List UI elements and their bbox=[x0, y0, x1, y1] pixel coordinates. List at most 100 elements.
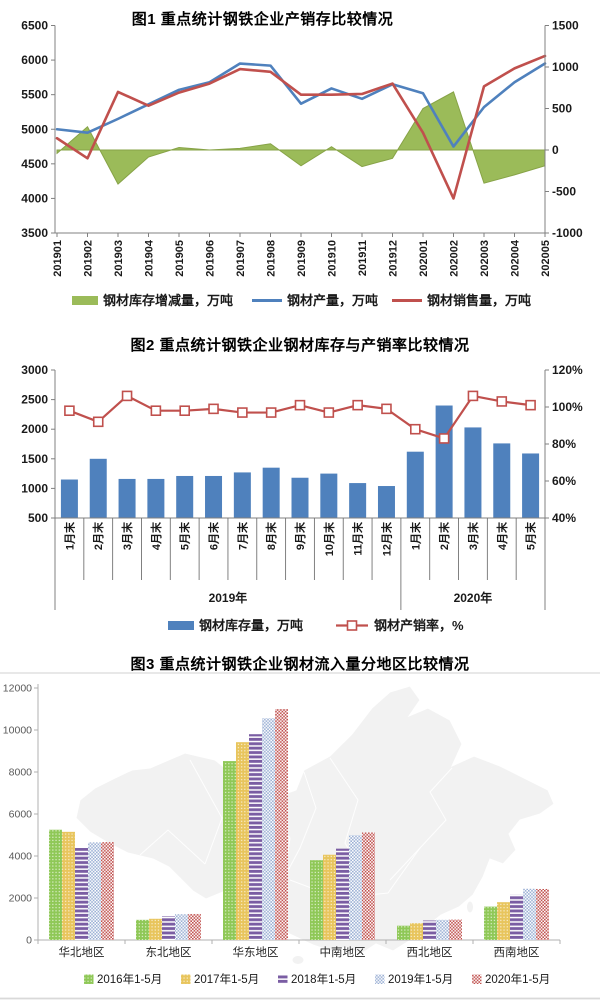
fig2-marker-sales-ratio bbox=[64, 405, 75, 416]
svg-text:5月末: 5月末 bbox=[178, 521, 192, 550]
fig3-bar-2017年1-5月 bbox=[410, 923, 423, 940]
fig3-bar-2020年1-5月 bbox=[275, 709, 288, 940]
svg-text:-500: -500 bbox=[552, 185, 576, 199]
fig2-bar-inventory bbox=[147, 478, 165, 518]
fig3-axes: 0 2000 4000 6000 8000 10000 12000 华北地区 东北地区 华东地区 中… bbox=[3, 683, 561, 959]
fig3-bar-2018年1-5月 bbox=[336, 848, 349, 940]
fig1-area-inventory-change bbox=[56, 91, 546, 185]
fig2-bar-inventory bbox=[233, 472, 251, 518]
svg-text:4000: 4000 bbox=[9, 851, 33, 863]
figure2-section: 图2 重点统计钢铁企业钢材库存与产销率比较情况 500 1000 1500 2000 2… bbox=[0, 322, 600, 650]
svg-text:2020年: 2020年 bbox=[454, 590, 493, 605]
svg-text:4000: 4000 bbox=[21, 191, 48, 205]
svg-text:500: 500 bbox=[28, 511, 48, 525]
fig3-bar-2016年1-5月 bbox=[484, 906, 497, 940]
fig2-series bbox=[60, 390, 540, 518]
svg-text:2018年1-5月: 2018年1-5月 bbox=[291, 972, 356, 986]
fig2-marker-sales-ratio bbox=[150, 405, 162, 416]
svg-text:华东地区: 华东地区 bbox=[233, 945, 279, 959]
svg-text:2500: 2500 bbox=[21, 393, 48, 407]
fig3-series bbox=[49, 709, 549, 940]
figure1-title: 图1 重点统计钢铁企业产销存比较情况 bbox=[131, 11, 394, 28]
fig2-marker-sales-ratio bbox=[179, 405, 191, 416]
svg-text:1月末: 1月末 bbox=[408, 521, 422, 550]
fig3-bar-2018年1-5月 bbox=[423, 920, 436, 940]
figure1-chart-canvas: 3500 4000 4500 5000 5500 6000 6500 -1000 -500 0 50… bbox=[21, 19, 583, 309]
svg-text:西南地区: 西南地区 bbox=[494, 945, 540, 959]
svg-text:120%: 120% bbox=[552, 363, 583, 377]
figure1-section: 图1 重点统计钢铁企业产销存比较情况 3500 4000 4500 5000 5500 6… bbox=[0, 0, 600, 322]
svg-text:2019年1-5月: 2019年1-5月 bbox=[388, 972, 453, 986]
fig2-bar-inventory bbox=[60, 479, 78, 518]
fig3-bar-2017年1-5月 bbox=[62, 831, 75, 940]
fig2-axes: 500 1000 1500 2000 2500 3000 40% 60% 80% 100% 120%… bbox=[21, 363, 583, 610]
fig3-bar-2019年1-5月 bbox=[88, 842, 101, 940]
fig3-legend-swatch-2019年1-5月 bbox=[375, 974, 385, 984]
fig2-marker-sales-ratio bbox=[438, 433, 450, 444]
fig2-marker-sales-ratio bbox=[496, 396, 508, 407]
svg-text:2019年: 2019年 bbox=[209, 590, 248, 605]
svg-text:202003: 202003 bbox=[479, 240, 491, 277]
svg-text:1月末: 1月末 bbox=[62, 521, 76, 550]
fig2-bar-inventory bbox=[176, 475, 194, 518]
svg-text:202002: 202002 bbox=[449, 240, 461, 277]
fig2-marker-sales-ratio bbox=[323, 407, 335, 418]
fig3-bar-2020年1-5月 bbox=[101, 842, 114, 940]
fig2-bar-inventory bbox=[406, 451, 424, 518]
svg-text:201908: 201908 bbox=[266, 240, 278, 277]
fig3-bar-2019年1-5月 bbox=[349, 835, 362, 940]
svg-text:12月末: 12月末 bbox=[379, 521, 393, 556]
fig2-legend-swatch-inventory bbox=[168, 621, 194, 630]
svg-text:201904: 201904 bbox=[144, 239, 156, 277]
fig3-bar-2018年1-5月 bbox=[510, 894, 523, 940]
fig1-legend: 钢材库存增减量，万吨 钢材产量，万吨 钢材销售量，万吨 bbox=[72, 293, 531, 308]
figure3-section: 图3 重点统计钢铁企业钢材流入量分地区比较情况 0 2000 4000 6000 800… bbox=[0, 650, 600, 1003]
svg-text:钢材销售量，万吨: 钢材销售量，万吨 bbox=[427, 293, 531, 308]
svg-text:西北地区: 西北地区 bbox=[407, 946, 453, 959]
svg-text:0: 0 bbox=[26, 935, 32, 947]
svg-text:1500: 1500 bbox=[21, 452, 48, 466]
svg-text:500: 500 bbox=[552, 102, 572, 116]
svg-text:201906: 201906 bbox=[205, 240, 217, 277]
fig3-bar-2020年1-5月 bbox=[188, 913, 201, 940]
fig2-marker-sales-ratio bbox=[467, 390, 479, 402]
svg-text:2017年1-5月: 2017年1-5月 bbox=[194, 972, 259, 986]
svg-text:2000: 2000 bbox=[9, 893, 33, 905]
fig3-legend: 2016年1-5月 2017年1-5月 2018年1-5月 2019年1-5月 2020… bbox=[84, 972, 550, 986]
svg-text:8000: 8000 bbox=[9, 767, 33, 779]
fig3-bar-2017年1-5月 bbox=[497, 902, 510, 940]
fig3-bar-2016年1-5月 bbox=[49, 829, 62, 940]
svg-text:201909: 201909 bbox=[296, 240, 308, 277]
svg-text:11月末: 11月末 bbox=[351, 521, 365, 556]
fig2-marker-sales-ratio bbox=[381, 403, 392, 415]
svg-text:1000: 1000 bbox=[552, 60, 579, 74]
svg-text:6000: 6000 bbox=[9, 809, 33, 821]
svg-text:-1000: -1000 bbox=[552, 226, 583, 240]
svg-text:2月末: 2月末 bbox=[91, 521, 105, 550]
svg-text:2000: 2000 bbox=[21, 422, 48, 436]
fig3-bar-2018年1-5月 bbox=[75, 848, 88, 940]
svg-text:80%: 80% bbox=[552, 437, 576, 451]
svg-text:10000: 10000 bbox=[3, 725, 32, 737]
svg-text:100%: 100% bbox=[552, 400, 583, 414]
fig2-bar-inventory bbox=[377, 486, 395, 518]
svg-text:12000: 12000 bbox=[3, 683, 32, 695]
svg-text:6000: 6000 bbox=[21, 53, 48, 67]
svg-text:1000: 1000 bbox=[21, 481, 48, 495]
fig3-bar-2018年1-5月 bbox=[249, 734, 262, 940]
svg-text:10月末: 10月末 bbox=[322, 521, 336, 556]
svg-text:4月末: 4月末 bbox=[495, 521, 509, 550]
fig1-series bbox=[55, 54, 547, 200]
svg-text:6月末: 6月末 bbox=[207, 521, 221, 550]
svg-text:6500: 6500 bbox=[21, 19, 48, 33]
fig3-bar-2016年1-5月 bbox=[310, 860, 323, 940]
svg-text:0: 0 bbox=[552, 143, 559, 157]
svg-text:201902: 201902 bbox=[83, 240, 95, 277]
fig3-bar-2019年1-5月 bbox=[262, 718, 275, 940]
fig2-bar-inventory bbox=[493, 443, 511, 518]
svg-text:201905: 201905 bbox=[174, 240, 186, 277]
svg-text:东北地区: 东北地区 bbox=[146, 946, 192, 959]
fig3-legend-swatch-2016年1-5月 bbox=[84, 974, 94, 984]
svg-text:201910: 201910 bbox=[327, 240, 339, 277]
fig3-bar-2019年1-5月 bbox=[436, 919, 449, 940]
